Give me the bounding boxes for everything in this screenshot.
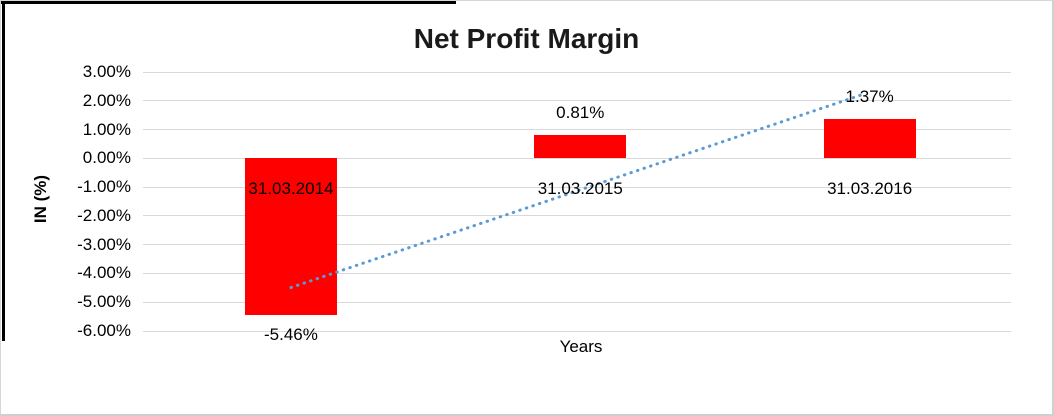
data-label: 1.37% bbox=[845, 86, 894, 106]
y-tick-label: -2.00% bbox=[77, 205, 131, 225]
gridline bbox=[143, 100, 1011, 102]
y-tick-label: -5.00% bbox=[77, 292, 131, 312]
gridline bbox=[143, 157, 1011, 159]
gridline bbox=[143, 186, 1011, 188]
y-tick-label: 3.00% bbox=[82, 62, 131, 81]
bar-31.03.2016[interactable] bbox=[823, 118, 916, 159]
data-label: 0.81% bbox=[556, 103, 605, 123]
category-label: 31.03.2015 bbox=[537, 179, 623, 199]
y-tick-label: 0.00% bbox=[82, 148, 131, 168]
y-tick-label: 2.00% bbox=[82, 90, 131, 110]
bar-31.03.2015[interactable] bbox=[534, 135, 627, 159]
x-axis-title: Years bbox=[559, 337, 603, 356]
cell-border-left bbox=[2, 1, 5, 341]
y-tick-label: 1.00% bbox=[82, 119, 131, 139]
gridline bbox=[143, 129, 1011, 131]
gridline bbox=[143, 330, 1011, 332]
category-label: 31.03.2014 bbox=[248, 179, 334, 199]
bar-31.03.2014[interactable] bbox=[244, 158, 337, 316]
y-tick-label: -3.00% bbox=[77, 234, 131, 254]
chart-title: Net Profit Margin bbox=[413, 23, 640, 54]
category-label: 31.03.2016 bbox=[827, 179, 913, 199]
y-tick-label: -4.00% bbox=[77, 263, 131, 283]
gridline bbox=[143, 71, 1011, 73]
gridline bbox=[143, 301, 1011, 303]
cell-border-top bbox=[1, 1, 456, 4]
data-label: -5.46% bbox=[264, 325, 318, 345]
gridline bbox=[143, 244, 1011, 246]
y-tick-label: -1.00% bbox=[77, 177, 131, 197]
gridline bbox=[143, 272, 1011, 274]
gridline bbox=[143, 215, 1011, 217]
y-tick-label: -6.00% bbox=[77, 321, 131, 340]
